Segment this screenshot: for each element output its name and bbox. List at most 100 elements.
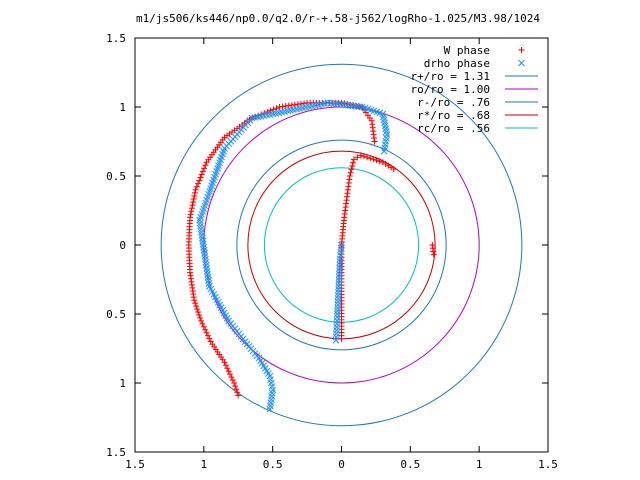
legend-swatch [518,59,525,67]
drho-phase-point [336,261,344,269]
w-phase-point [198,317,205,324]
w-phase-point [231,380,238,386]
drho-phase-point [332,330,340,338]
w-phase-point [233,386,240,393]
w-phase-point [202,162,209,169]
w-phase-point [232,383,239,390]
w-phase-point [201,165,208,172]
drho-phase-point [333,327,340,334]
w-phase-point [196,177,203,184]
w-phase-point [376,158,383,165]
drho-phase-point [336,264,344,272]
w-phase-point [206,335,213,342]
w-phase-point [202,326,209,333]
legend-swatch [518,47,525,53]
w-phase-point [203,329,210,336]
w-phase-point [199,168,206,175]
drho-phase-point [335,289,342,296]
w-phase-point [224,365,231,372]
w-phase-point [371,138,378,145]
x-tick-label: 0.5 [400,458,420,471]
w-phase-point [207,338,214,345]
w-phase-point [429,242,436,248]
w-phase-point [188,208,195,215]
w-phase-point [190,199,197,206]
x-tick-label: 1 [476,458,483,471]
legend-label: rc/ro = .56 [417,122,490,135]
drho-phase-point [335,283,343,290]
w-phase-point [222,362,229,369]
y-tick-label: 1 [119,101,126,114]
x-tick-label: 1 [201,458,208,471]
drho-phase-point [335,279,343,287]
w-phase-point [191,189,198,196]
w-phase-point [192,300,199,307]
legend-label: drho phase [424,57,490,70]
w-phase-point [190,196,197,202]
w-phase-point [235,392,242,399]
w-phase-point [225,368,232,375]
drho-phase-point [335,273,343,281]
w-phase-point [204,332,211,339]
chart-title: m1/js506/ks446/np0.0/q2.0/r-+.58-j562/lo… [136,12,540,25]
circle-r1_31 [160,63,523,427]
y-tick-label: 0 [119,239,126,252]
data-points [185,99,437,413]
drho-phase-point [334,295,342,303]
w-phase-point [200,323,207,330]
w-phase-point [194,306,201,313]
w-phase-point [197,174,204,181]
x-tick-label: 1.5 [538,458,558,471]
y-tick-label: 0.5 [106,170,126,183]
w-phase-point [195,309,202,316]
w-phase-point [349,163,356,170]
drho-phase-point [334,301,342,309]
drho-phase-point [333,317,341,324]
w-phase-point [193,303,200,310]
w-phase-point [192,186,199,193]
w-phase-point [228,374,235,381]
drho-phase-point [336,270,343,278]
y-tick-label: 1.5 [106,446,126,459]
w-phase-point [350,156,357,163]
y-tick-label: 1 [119,377,126,390]
axes: 1.5 1 0.5 0 0.5 1 1.51.510.500.511.5 [106,32,558,471]
w-phase-point [197,314,204,321]
drho-phase-point [334,307,341,315]
w-phase-point [350,159,357,166]
drho-phase-point [333,313,341,321]
drho-phase-point [334,292,342,299]
drho-phase-point [332,336,340,344]
w-phase-point [193,183,200,190]
w-phase-point [234,389,241,396]
legend-label: r*/ro = .68 [417,109,490,122]
w-phase-point [367,155,374,162]
drho-phase-point [335,276,343,284]
w-phase-point [370,156,377,163]
legend-label: ro/ro = 1.00 [411,83,490,96]
w-phase-point [373,157,380,164]
y-tick-label: 0.5 [106,308,126,321]
x-tick-label: 1.5 [125,458,145,471]
x-tick-label: 0 [338,458,345,471]
drho-phase-point [334,310,341,318]
w-phase-point [226,371,233,378]
w-phase-point [357,152,364,159]
y-tick-label: 1.5 [106,32,126,45]
w-phase-point [229,377,236,384]
drho-phase-point [334,298,342,306]
drho-phase-point [335,286,342,293]
x-tick-label: 0.5 [263,458,283,471]
w-phase-point [188,205,195,212]
w-phase-point [390,166,397,173]
w-phase-point [196,311,203,318]
w-phase-point [360,153,367,160]
circle-r0_76 [236,139,447,351]
w-phase-point [187,214,194,221]
w-phase-point [354,154,361,161]
drho-phase-point [333,323,341,331]
w-phase-point [195,180,202,187]
w-phase-point [364,154,371,161]
